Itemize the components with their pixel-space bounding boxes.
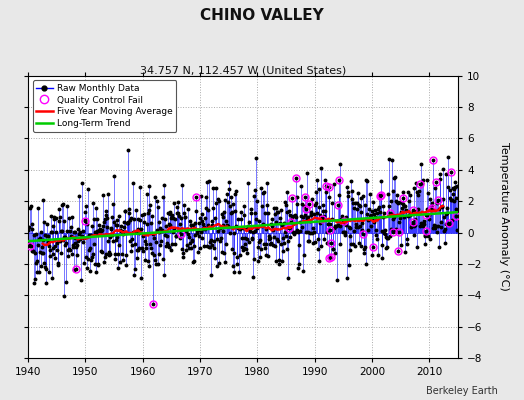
Y-axis label: Temperature Anomaly (°C): Temperature Anomaly (°C) (499, 142, 509, 291)
Text: Berkeley Earth: Berkeley Earth (426, 386, 498, 396)
Legend: Raw Monthly Data, Quality Control Fail, Five Year Moving Average, Long-Term Tren: Raw Monthly Data, Quality Control Fail, … (32, 80, 177, 132)
Title: 34.757 N, 112.457 W (United States): 34.757 N, 112.457 W (United States) (140, 65, 346, 75)
Text: CHINO VALLEY: CHINO VALLEY (200, 8, 324, 23)
